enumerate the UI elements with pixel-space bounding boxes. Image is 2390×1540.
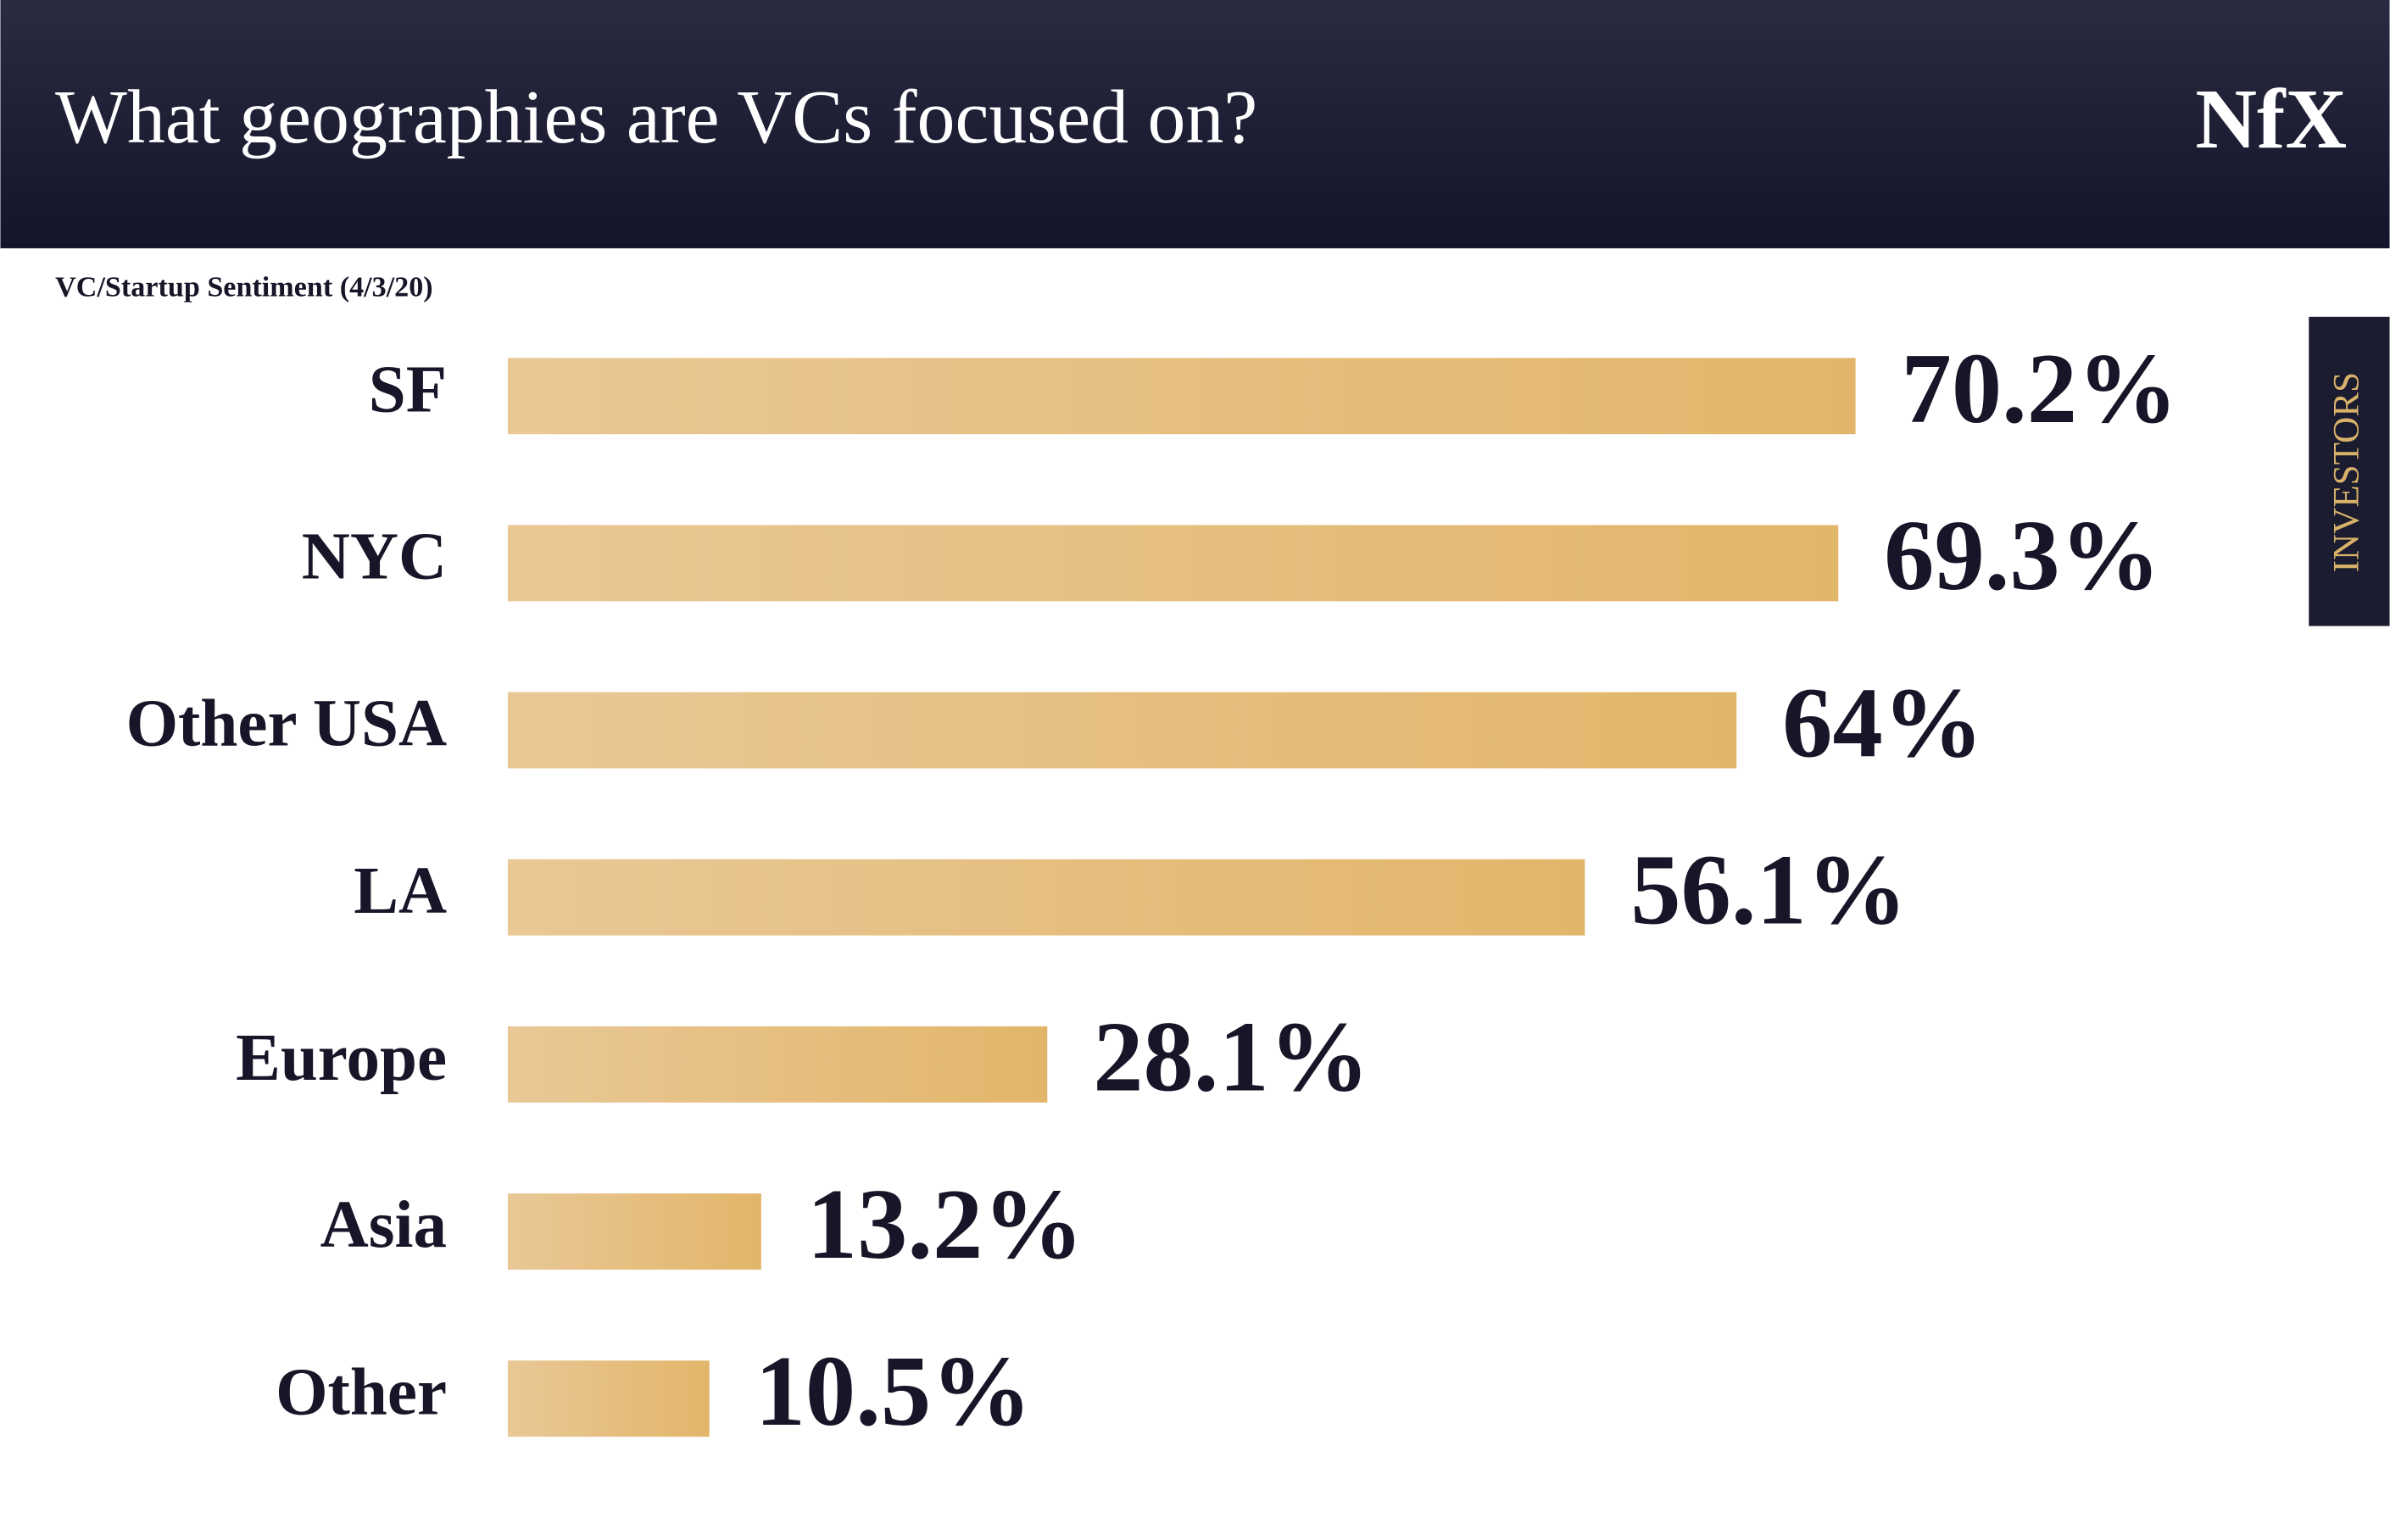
- category-label: LA: [354, 854, 447, 928]
- value-label: 56.1%: [1630, 834, 1907, 946]
- category-label: NYC: [302, 520, 447, 594]
- chart-title: What geographies are VCs focused on?: [55, 75, 1257, 159]
- bar: [507, 1026, 1048, 1103]
- bar: [507, 1193, 761, 1270]
- value-label: 69.3%: [1884, 499, 2160, 611]
- category-label: Other USA: [126, 687, 447, 761]
- side-tab-label: INVESTORS: [2327, 372, 2367, 572]
- category-label: Europe: [236, 1021, 447, 1095]
- category-label: Asia: [320, 1188, 447, 1262]
- header-band: [0, 0, 2390, 248]
- chart-subtitle: VC/Startup Sentiment (4/3/20): [55, 271, 433, 303]
- side-tab: [2309, 316, 2390, 626]
- bar: [507, 525, 1839, 602]
- value-label: 28.1%: [1093, 1001, 1369, 1113]
- value-label: 10.5%: [755, 1335, 1032, 1447]
- bar: [507, 859, 1585, 936]
- value-label: 13.2%: [807, 1168, 1084, 1280]
- value-label: 64%: [1782, 666, 1983, 778]
- bar: [507, 692, 1737, 769]
- value-label: 70.2%: [1902, 332, 2178, 444]
- category-label: Other: [276, 1355, 447, 1429]
- category-label: SF: [369, 353, 447, 426]
- bar: [507, 1360, 710, 1437]
- bar: [507, 358, 1856, 435]
- logo: NfX: [2195, 71, 2347, 166]
